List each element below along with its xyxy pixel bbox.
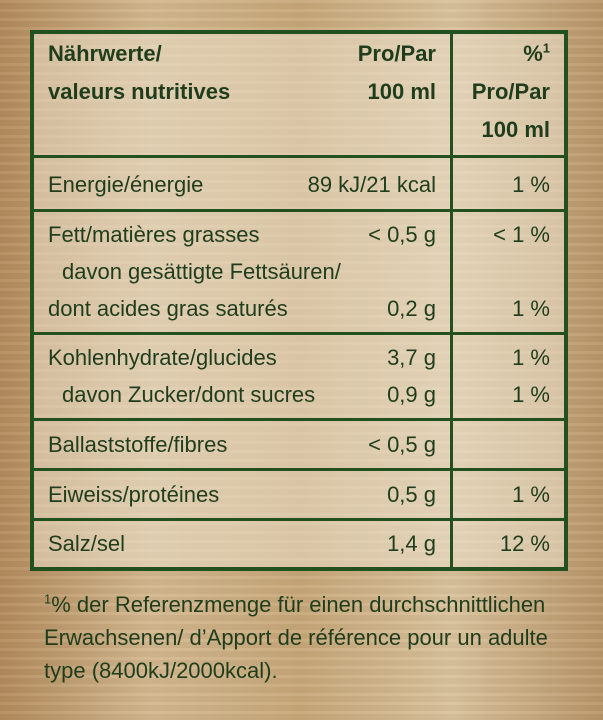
carbs-pct: 1 % <box>512 345 550 370</box>
column-divider <box>450 34 453 567</box>
protein-label: Eiweiss/protéines <box>48 482 220 507</box>
header-per-line1: Pro/Par <box>357 41 436 66</box>
saturated-value: 0,2 g <box>387 296 436 321</box>
header-pct-line3: 100 ml <box>481 117 551 142</box>
saturated-label-line1: davon gesättigte Fettsäuren/ <box>62 259 341 284</box>
salt-label: Salz/sel <box>48 531 126 556</box>
saturated-label: dont acides gras saturés <box>48 296 288 321</box>
sugar-pct: 1 % <box>512 382 550 407</box>
row-divider <box>34 209 564 212</box>
footnote: 1% der Referenzmenge für einen durchschn… <box>44 588 584 687</box>
energy-value: 89 kJ/21 kcal <box>307 172 436 197</box>
protein-pct: 1 % <box>512 482 550 507</box>
footnote-text1: % der Referenzmenge für einen durchschni… <box>51 592 546 617</box>
row-divider <box>34 518 564 521</box>
pct-symbol: % <box>523 41 543 66</box>
row-divider <box>34 155 564 158</box>
saturated-pct: 1 % <box>512 296 550 321</box>
fat-pct: < 1 % <box>493 222 550 247</box>
sugar-value: 0,9 g <box>387 382 436 407</box>
salt-value: 1,4 g <box>387 531 436 556</box>
nutrition-table: Nährwerte/ valeurs nutritives Pro/Par 10… <box>30 30 568 571</box>
footnote-line2: Erwachsenen/ d’Apport de référence pour … <box>44 625 548 650</box>
fat-value: < 0,5 g <box>368 222 436 247</box>
sugar-label: davon Zucker/dont sucres <box>62 382 316 407</box>
header-nutrient-line1: Nährwerte/ <box>48 41 162 66</box>
header-nutrient-line2: valeurs nutritives <box>48 79 231 104</box>
fat-label: Fett/matières grasses <box>48 222 260 247</box>
row-divider <box>34 468 564 471</box>
row-divider <box>34 418 564 421</box>
carbs-value: 3,7 g <box>387 345 436 370</box>
fibre-value: < 0,5 g <box>368 432 436 457</box>
footnote-line3: type (8400kJ/2000kcal). <box>44 658 278 683</box>
energy-label: Energie/énergie <box>48 172 204 197</box>
pct-sup: 1 <box>542 40 550 56</box>
protein-value: 0,5 g <box>387 482 436 507</box>
salt-pct: 12 % <box>499 531 550 556</box>
fibre-label: Ballaststoffe/fibres <box>48 432 228 457</box>
energy-pct: 1 % <box>512 172 550 197</box>
footnote-sup: 1 <box>44 591 52 607</box>
carbs-label: Kohlenhydrate/glucides <box>48 345 277 370</box>
header-pct-line2: Pro/Par <box>471 79 550 104</box>
row-divider <box>34 332 564 335</box>
footnote-line1: 1% der Referenzmenge für einen durchschn… <box>44 588 584 621</box>
header-pct-line1: %1 <box>523 36 550 71</box>
header-per-line2: 100 ml <box>367 79 437 104</box>
